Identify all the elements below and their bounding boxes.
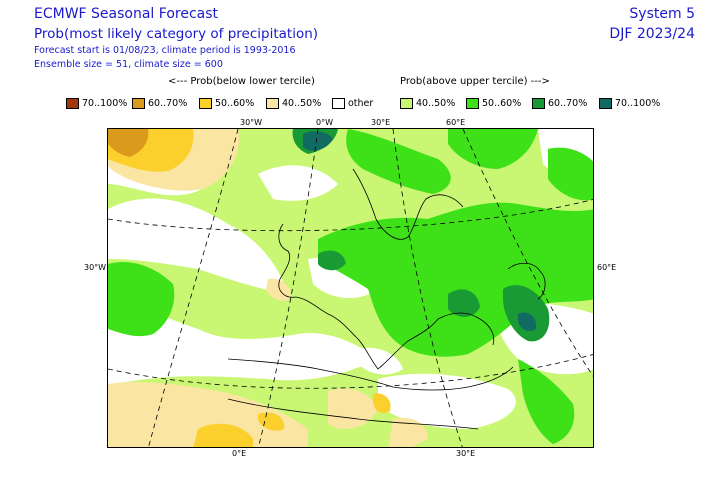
- legend-swatch: [400, 98, 413, 109]
- map-graticule: [108, 129, 593, 447]
- legend-label: 50..60%: [215, 98, 255, 109]
- legend-swatch: [132, 98, 145, 109]
- legend-swatch: [266, 98, 279, 109]
- legend-label: 60..70%: [148, 98, 188, 109]
- legend-label: 50..60%: [482, 98, 522, 109]
- forecast-title: ECMWF Seasonal Forecast: [34, 6, 219, 22]
- lat-label-right: 60°E: [597, 263, 617, 272]
- lon-label-bottom-30e: 30°E: [456, 449, 476, 458]
- legend-swatch: [332, 98, 345, 109]
- legend-swatch: [199, 98, 212, 109]
- legend-label: 70..100%: [615, 98, 661, 109]
- forecast-map: [107, 128, 594, 448]
- legend-below-tercile-header: <--- Prob(below lower tercile): [168, 76, 315, 87]
- legend-above-tercile-header: Prob(above upper tercile) --->: [400, 76, 550, 87]
- legend-label: other: [348, 98, 374, 109]
- map-teal-70-100-regions: [303, 131, 537, 331]
- legend-swatch: [66, 98, 79, 109]
- lon-label-bottom-0: 0°E: [232, 449, 247, 458]
- lon-label-30e: 30°E: [371, 118, 391, 127]
- map-coastlines: [227, 168, 546, 430]
- forecast-subtitle: Prob(most likely category of precipitati…: [34, 26, 319, 42]
- legend-label: 40..50%: [416, 98, 456, 109]
- legend-swatch: [599, 98, 612, 109]
- system-label: System 5: [629, 6, 695, 22]
- legend-label: 60..70%: [548, 98, 588, 109]
- map-below-60-70-regions: [108, 129, 149, 157]
- season-label: DJF 2023/24: [609, 26, 695, 42]
- legend-swatch: [466, 98, 479, 109]
- lon-label-30w: 30°W: [240, 118, 263, 127]
- legend-label: 40..50%: [282, 98, 322, 109]
- map-canvas: [108, 129, 593, 447]
- forecast-start-info: Forecast start is 01/08/23, climate peri…: [34, 45, 296, 56]
- legend-label: 70..100%: [82, 98, 128, 109]
- lat-label-left: 30°W: [84, 263, 107, 272]
- map-green-50-60-regions: [108, 129, 593, 444]
- lon-label-60e: 60°E: [446, 118, 466, 127]
- legend-swatch: [532, 98, 545, 109]
- lon-label-0: 0°W: [316, 118, 333, 127]
- ensemble-size-info: Ensemble size = 51, climate size = 600: [34, 59, 223, 70]
